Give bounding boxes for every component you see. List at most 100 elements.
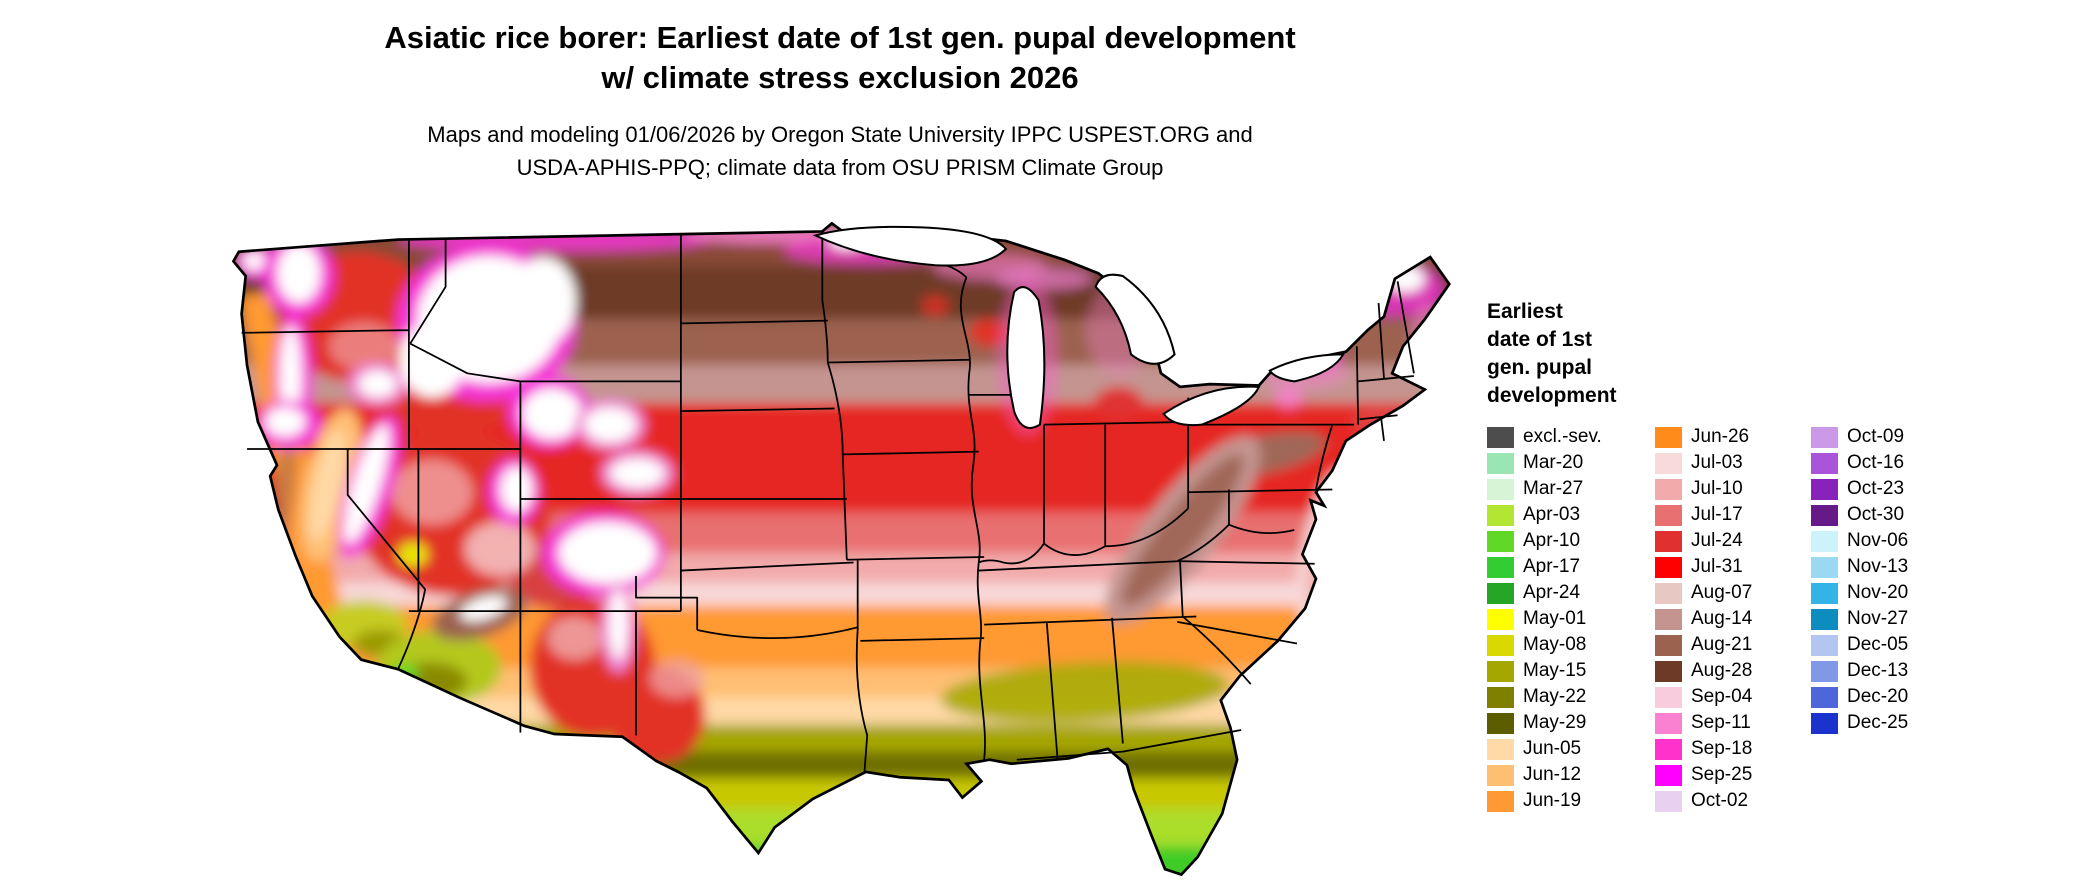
legend-swatch	[1487, 608, 1514, 630]
legend-label: Mar-20	[1523, 452, 1584, 473]
legend-label: Aug-07	[1691, 582, 1753, 603]
legend-swatch	[1655, 608, 1682, 630]
legend-item: Sep-25	[1655, 762, 1795, 788]
legend-label: Oct-02	[1691, 790, 1749, 811]
legend-label: Aug-28	[1691, 660, 1753, 681]
map-title: Asiatic rice borer: Earliest date of 1st…	[0, 18, 1680, 98]
legend-item: Apr-10	[1487, 528, 1639, 554]
legend-item: Nov-06	[1811, 528, 1943, 554]
legend-swatch	[1655, 504, 1682, 526]
legend-label: Oct-30	[1847, 504, 1905, 525]
legend-title-line-4: development	[1487, 384, 1617, 407]
legend-swatch	[1487, 556, 1514, 578]
subtitle-line-2: USDA-APHIS-PPQ; climate data from OSU PR…	[516, 155, 1164, 180]
legend-swatch	[1487, 686, 1514, 708]
legend-label: Nov-27	[1847, 608, 1909, 629]
title-line-2: w/ climate stress exclusion 2026	[601, 60, 1079, 95]
legend-item: Aug-07	[1655, 580, 1795, 606]
legend-item: Aug-14	[1655, 606, 1795, 632]
legend-item: May-08	[1487, 632, 1639, 658]
legend-item: Oct-09	[1811, 424, 1943, 450]
legend-item: Jul-03	[1655, 450, 1795, 476]
legend-label: May-29	[1523, 712, 1587, 733]
legend-item: Jul-31	[1655, 554, 1795, 580]
legend-swatch	[1655, 478, 1682, 500]
legend-item: Oct-23	[1811, 476, 1943, 502]
legend-item: Jun-19	[1487, 788, 1639, 814]
legend-label: Mar-27	[1523, 478, 1584, 499]
subtitle-line-1: Maps and modeling 01/06/2026 by Oregon S…	[427, 122, 1253, 147]
map-subtitle: Maps and modeling 01/06/2026 by Oregon S…	[0, 118, 1680, 184]
legend-label: Jul-17	[1691, 504, 1743, 525]
legend-swatch	[1811, 634, 1838, 656]
legend-item: Apr-24	[1487, 580, 1639, 606]
legend-label: Jul-03	[1691, 452, 1743, 473]
legend-label: Dec-25	[1847, 712, 1909, 733]
legend-item: Mar-20	[1487, 450, 1639, 476]
legend-item: Jun-26	[1655, 424, 1795, 450]
legend-item: Jul-24	[1655, 528, 1795, 554]
legend-swatch	[1811, 452, 1838, 474]
legend-item: May-15	[1487, 658, 1639, 684]
legend-swatch	[1811, 478, 1838, 500]
legend-swatch	[1487, 660, 1514, 682]
legend-label: Dec-20	[1847, 686, 1909, 707]
legend-item: Dec-05	[1811, 632, 1943, 658]
lake-michigan	[1006, 286, 1046, 429]
legend-item: Nov-13	[1811, 554, 1943, 580]
legend-swatch	[1487, 452, 1514, 474]
legend-label: Aug-14	[1691, 608, 1753, 629]
legend-label: Apr-03	[1523, 504, 1581, 525]
lake-erie	[1162, 385, 1261, 427]
lake-ontario	[1268, 353, 1345, 383]
legend-swatch	[1487, 738, 1514, 760]
legend-label: Jul-31	[1691, 556, 1743, 577]
legend-item: Jul-10	[1655, 476, 1795, 502]
title-line-1: Asiatic rice borer: Earliest date of 1st…	[384, 20, 1296, 55]
legend-item: excl.-sev.	[1487, 424, 1639, 450]
legend-swatch	[1487, 582, 1514, 604]
legend-item: Jun-12	[1487, 762, 1639, 788]
legend-swatch	[1655, 530, 1682, 552]
legend-swatch	[1811, 426, 1838, 448]
legend-swatch	[1811, 530, 1838, 552]
legend-label: Nov-06	[1847, 530, 1909, 551]
legend-swatch	[1655, 660, 1682, 682]
legend-swatch	[1655, 582, 1682, 604]
legend-swatch	[1655, 764, 1682, 786]
legend-swatch	[1811, 686, 1838, 708]
legend-item: Apr-03	[1487, 502, 1639, 528]
us-choropleth-map	[228, 222, 1452, 884]
legend-label: Jun-26	[1691, 426, 1750, 447]
legend-label: Jul-24	[1691, 530, 1743, 551]
legend-item: May-01	[1487, 606, 1639, 632]
legend-label: Dec-13	[1847, 660, 1909, 681]
legend-label: Oct-23	[1847, 478, 1905, 499]
us-map-svg	[231, 222, 1451, 877]
legend-item: Nov-20	[1811, 580, 1943, 606]
legend-label: Jun-12	[1523, 764, 1582, 785]
legend-item: Sep-04	[1655, 684, 1795, 710]
lake-huron	[1094, 273, 1176, 365]
legend-swatch	[1487, 634, 1514, 656]
legend-swatch	[1655, 790, 1682, 812]
legend-swatch	[1811, 608, 1838, 630]
legend-title-line-1: Earliest	[1487, 300, 1563, 323]
legend-swatch	[1811, 556, 1838, 578]
legend-title-line-3: gen. pupal	[1487, 356, 1592, 379]
legend-column: Oct-09 Oct-16 Oct-23 Oct-30 Nov-06 Nov-13 Nov-…	[1811, 424, 1943, 736]
legend-swatch	[1487, 530, 1514, 552]
legend-item: Apr-17	[1487, 554, 1639, 580]
legend-item: Mar-27	[1487, 476, 1639, 502]
legend: Earliest date of 1st gen. pupal developm…	[1487, 298, 2047, 814]
state-borders	[241, 231, 1415, 772]
us-outline	[231, 222, 1451, 877]
legend-label: Oct-09	[1847, 426, 1905, 447]
great-lakes	[812, 225, 1345, 429]
legend-swatch	[1811, 660, 1838, 682]
legend-swatch	[1487, 426, 1514, 448]
legend-column: Jun-26 Jul-03 Jul-10 Jul-17 Jul-24 Jul-31 Aug-…	[1655, 424, 1795, 814]
legend-label: Nov-13	[1847, 556, 1909, 577]
legend-swatch	[1655, 634, 1682, 656]
